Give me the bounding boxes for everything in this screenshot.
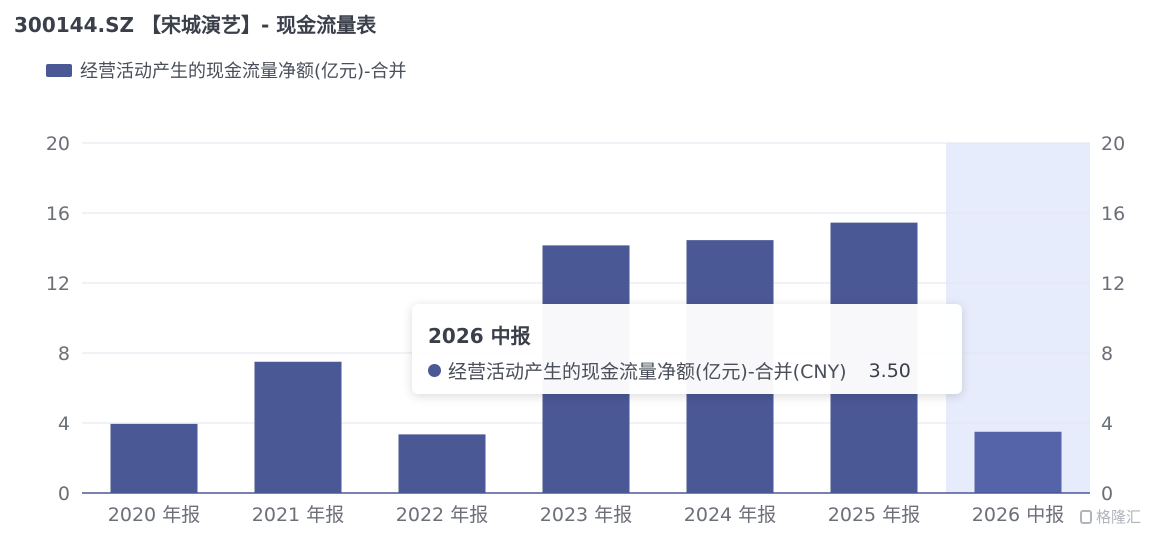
x-tick-label: 2024 年报 <box>684 504 776 526</box>
y-tick-label: 12 <box>46 273 70 295</box>
y-tick-label: 4 <box>58 413 70 435</box>
watermark-text: 格隆汇 <box>1096 508 1142 526</box>
y-right-tick-label: 12 <box>1101 273 1125 295</box>
y-right-tick-label: 20 <box>1101 133 1125 155</box>
tooltip-series-label: 经营活动产生的现金流量净额(亿元)-合并(CNY) <box>448 361 847 383</box>
x-tick-label: 2023 年报 <box>540 504 632 526</box>
x-tick-label: 2020 年报 <box>108 504 200 526</box>
y-right-tick-label: 4 <box>1101 413 1113 435</box>
bar-2020-年报[interactable] <box>110 423 198 493</box>
y-right-tick-label: 8 <box>1101 343 1113 365</box>
bar-2022-年报[interactable] <box>398 434 486 493</box>
bar-2026-中报[interactable] <box>974 431 1062 493</box>
legend[interactable]: 经营活动产生的现金流量净额(亿元)-合并 <box>46 57 407 83</box>
tooltip-row: 经营活动产生的现金流量净额(亿元)-合并(CNY) 3.50 <box>428 357 946 384</box>
x-tick-label: 2021 年报 <box>252 504 344 526</box>
chart-title: 300144.SZ 【宋城演艺】- 现金流量表 <box>14 13 377 37</box>
tooltip-title: 2026 中报 <box>428 324 531 348</box>
x-tick-label: 2026 中报 <box>972 504 1064 526</box>
x-tick-label: 2022 年报 <box>396 504 488 526</box>
y-tick-label: 0 <box>58 483 70 505</box>
tooltip-series-dot <box>428 364 441 377</box>
y-right-tick-label: 0 <box>1101 483 1113 505</box>
x-tick-label: 2025 年报 <box>828 504 920 526</box>
bar-2021-年报[interactable] <box>254 361 342 493</box>
legend-label: 经营活动产生的现金流量净额(亿元)-合并 <box>80 61 407 82</box>
y-tick-label: 20 <box>46 133 70 155</box>
legend-swatch <box>46 63 72 77</box>
tooltip: 2026 中报 经营活动产生的现金流量净额(亿元)-合并(CNY) 3.50 <box>412 304 962 394</box>
y-tick-label: 8 <box>58 343 70 365</box>
watermark-logo-icon <box>1080 509 1092 524</box>
y-right-tick-label: 16 <box>1101 203 1125 225</box>
y-tick-label: 16 <box>46 203 70 225</box>
tooltip-value: 3.50 <box>868 359 911 382</box>
watermark: 格隆汇 <box>1080 506 1141 527</box>
